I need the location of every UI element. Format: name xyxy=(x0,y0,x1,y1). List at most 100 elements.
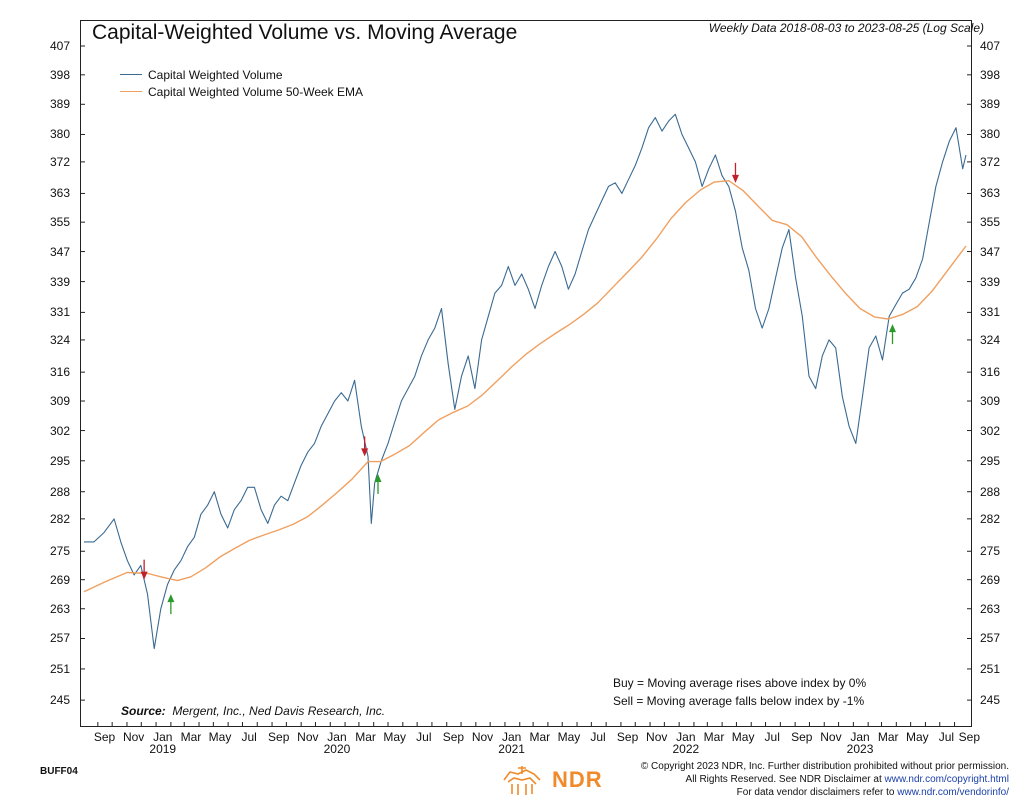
legend-swatch-ema xyxy=(120,91,142,92)
x-tick-label: Nov xyxy=(471,730,494,744)
y-tick-label-right: 302 xyxy=(980,423,1001,438)
x-tick-label: Nov xyxy=(297,730,319,744)
footer-disclaimer-text: All Rights Reserved. See NDR Disclaimer … xyxy=(685,774,885,785)
x-tick-label: May xyxy=(208,730,232,744)
sell-signal-arrow xyxy=(731,162,739,183)
legend: Capital Weighted Volume Capital Weighted… xyxy=(120,66,363,100)
copyright-link[interactable]: www.ndr.com/copyright.html xyxy=(884,774,1010,785)
y-tick-label-right: 331 xyxy=(980,305,1001,320)
x-tick-label: May xyxy=(557,730,581,744)
sell-signal-arrow xyxy=(140,559,148,580)
x-tick-label: Jul xyxy=(764,730,780,744)
y-tick-label-right: 372 xyxy=(980,154,1001,169)
x-tick-label: Jul xyxy=(241,730,257,744)
y-tick-label-left: 245 xyxy=(49,693,70,708)
y-tick-label-left: 251 xyxy=(49,661,70,676)
x-tick-label: Jul xyxy=(590,730,606,744)
x-tick-label: Sep xyxy=(442,730,465,744)
buy-note: Buy = Moving average rises above index b… xyxy=(613,676,867,690)
y-tick-label-right: 282 xyxy=(980,511,1001,526)
chart-code: BUFF04 xyxy=(40,766,78,777)
source-note: Source: Mergent, Inc., Ned Davis Researc… xyxy=(121,704,385,718)
y-tick-label-left: 355 xyxy=(49,215,70,230)
x-tick-label: Sep xyxy=(268,730,290,744)
x-tick-label: Mar xyxy=(877,730,899,744)
y-tick-label-right: 309 xyxy=(980,394,1001,409)
y-tick-label-right: 380 xyxy=(980,127,1001,142)
y-tick-label-left: 339 xyxy=(49,274,70,289)
legend-item-ema: Capital Weighted Volume 50-Week EMA xyxy=(120,83,363,100)
y-tick-label-right: 389 xyxy=(980,97,1001,112)
x-tick-label: Mar xyxy=(529,730,551,744)
x-tick-label: Jul xyxy=(938,730,955,744)
x-tick-label: Sep xyxy=(93,730,116,744)
footer-vendor-text: For data vendor disclaimers refer to xyxy=(736,787,898,798)
y-tick-label-right: 316 xyxy=(980,365,1001,380)
footer: © Copyright 2023 NDR, Inc. Further distr… xyxy=(641,760,1009,799)
y-tick-label-right: 363 xyxy=(980,186,1001,201)
x-year-label: 2021 xyxy=(498,742,525,756)
x-tick-label: May xyxy=(905,730,929,744)
y-tick-label-left: 331 xyxy=(49,305,70,320)
x-tick-label: Sep xyxy=(958,730,981,744)
sell-note: Sell = Moving average falls below index … xyxy=(613,694,865,708)
x-tick-label: Jan xyxy=(850,730,870,744)
footer-vendor: For data vendor disclaimers refer to www… xyxy=(641,786,1009,799)
legend-item-volume: Capital Weighted Volume xyxy=(120,66,363,83)
buy-signal-arrow xyxy=(167,594,175,615)
vendorinfo-link[interactable]: www.ndr.com/vendorinfo/ xyxy=(897,787,1009,798)
y-tick-label-right: 355 xyxy=(980,215,1001,230)
x-tick-label: Jul xyxy=(416,730,432,744)
x-tick-label: Mar xyxy=(355,730,376,744)
x-year-label: 2020 xyxy=(323,742,351,756)
legend-swatch-volume xyxy=(120,74,142,75)
y-tick-label-left: 263 xyxy=(49,601,70,616)
buy-signal-arrow xyxy=(374,473,382,494)
x-tick-label: Nov xyxy=(122,730,145,744)
y-tick-label-left: 302 xyxy=(49,423,70,438)
series-line-ema xyxy=(83,179,967,593)
chart-title: Capital-Weighted Volume vs. Moving Avera… xyxy=(92,21,518,44)
source-text: Mergent, Inc., Ned Davis Research, Inc. xyxy=(172,704,386,718)
footer-disclaimer: All Rights Reserved. See NDR Disclaimer … xyxy=(641,773,1009,786)
y-tick-label-right: 347 xyxy=(980,244,1001,259)
y-tick-label-left: 282 xyxy=(49,511,70,526)
buy-signal-arrow xyxy=(889,324,896,345)
y-tick-label-right: 245 xyxy=(980,693,1001,708)
logo-text: NDR xyxy=(552,767,603,792)
x-tick-label: Nov xyxy=(646,730,668,744)
y-tick-label-right: 275 xyxy=(980,544,1001,559)
y-tick-label-right: 324 xyxy=(980,332,1001,347)
y-tick-label-left: 389 xyxy=(49,97,70,112)
y-tick-label-right: 251 xyxy=(980,661,1001,676)
y-tick-label-left: 398 xyxy=(49,67,70,82)
chart-frame xyxy=(80,20,972,727)
y-tick-label-left: 380 xyxy=(49,127,70,142)
ndr-logo: NDR xyxy=(500,762,603,798)
y-tick-label-right: 295 xyxy=(980,453,1001,468)
y-tick-label-left: 309 xyxy=(49,394,70,409)
y-tick-label-right: 288 xyxy=(980,484,1001,499)
x-tick-label: Jan xyxy=(676,730,696,744)
y-tick-label-left: 288 xyxy=(49,484,70,499)
y-tick-label-left: 269 xyxy=(49,572,70,587)
y-tick-label-left: 275 xyxy=(49,544,70,559)
x-tick-label: Nov xyxy=(820,730,842,744)
x-tick-label: Sep xyxy=(616,730,639,744)
footer-copyright: © Copyright 2023 NDR, Inc. Further distr… xyxy=(640,761,1009,772)
source-label: Source: xyxy=(121,704,166,718)
y-tick-label-right: 407 xyxy=(980,39,1001,53)
x-year-label: 2023 xyxy=(846,742,874,756)
x-year-label: 2022 xyxy=(672,742,700,756)
y-tick-label-right: 339 xyxy=(980,274,1001,289)
y-tick-label-left: 407 xyxy=(49,39,70,53)
y-tick-label-left: 363 xyxy=(49,186,70,201)
x-year-label: 2019 xyxy=(149,742,177,756)
legend-label-ema: Capital Weighted Volume 50-Week EMA xyxy=(148,84,363,99)
x-tick-label: Jan xyxy=(327,730,347,744)
series-line-volume xyxy=(84,113,967,650)
chart-subtitle: Weekly Data 2018-08-03 to 2023-08-25 (Lo… xyxy=(708,21,984,35)
y-tick-label-left: 347 xyxy=(49,244,70,259)
y-tick-label-left: 372 xyxy=(49,154,70,169)
x-tick-label: Jan xyxy=(501,730,522,744)
